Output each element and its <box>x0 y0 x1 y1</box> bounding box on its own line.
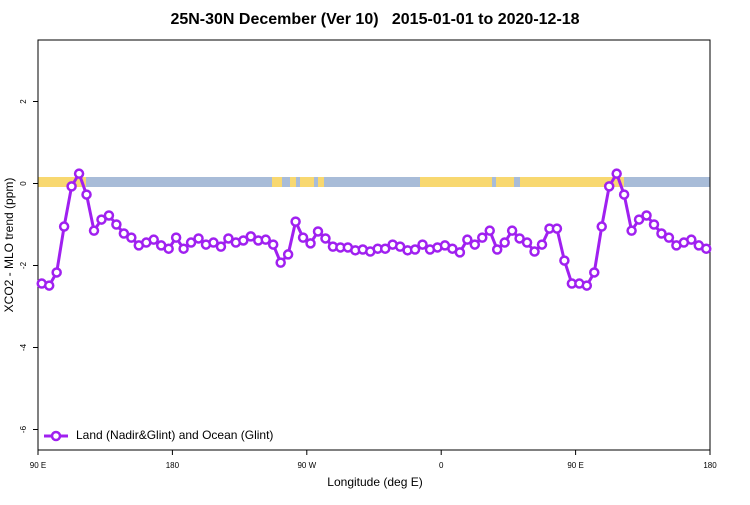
data-point <box>484 225 495 236</box>
data-point <box>282 249 294 260</box>
data-point <box>529 246 540 257</box>
data-point <box>701 243 712 254</box>
data-point <box>536 239 548 250</box>
legend-marker <box>50 430 62 442</box>
x-tick-label: 90 E <box>567 461 583 470</box>
data-point <box>417 239 428 250</box>
data-point <box>514 233 525 244</box>
x-axis-label: Longitude (deg E) <box>327 475 422 489</box>
land-strip <box>272 177 282 187</box>
data-point <box>238 235 249 246</box>
data-point <box>51 267 62 278</box>
data-point <box>603 181 615 192</box>
data-point <box>626 225 637 236</box>
y-tick-label: -2 <box>19 261 28 269</box>
data-point <box>245 231 257 242</box>
y-tick-label: 2 <box>19 99 28 104</box>
data-point <box>223 233 234 244</box>
land-ocean-strip <box>38 177 710 187</box>
land-strip <box>38 177 86 187</box>
data-point <box>58 221 70 232</box>
x-tick-label: 180 <box>703 461 717 470</box>
data-point <box>96 214 107 225</box>
data-point <box>43 280 55 291</box>
data-point <box>641 210 652 221</box>
data-point <box>185 237 197 248</box>
data-point <box>275 257 286 268</box>
land-strip <box>318 177 324 187</box>
data-point <box>81 189 92 200</box>
data-point <box>215 241 227 252</box>
legend-label: Land (Nadir&Glint) and Ocean (Glint) <box>76 428 273 442</box>
y-tick-label: 0 <box>19 181 28 186</box>
data-point <box>73 168 85 179</box>
data-point <box>559 255 570 266</box>
data-point <box>260 234 271 245</box>
data-point <box>611 168 622 179</box>
data-point <box>103 210 115 221</box>
land-strip <box>520 177 624 187</box>
data-point <box>170 232 182 243</box>
data-point <box>454 247 466 258</box>
data-point <box>581 280 593 291</box>
data-point <box>663 232 675 243</box>
data-point <box>499 237 510 248</box>
data-point <box>462 234 473 245</box>
x-tick-label: 180 <box>166 461 180 470</box>
data-point <box>596 221 607 232</box>
data-point <box>477 232 488 243</box>
data-point <box>163 243 174 254</box>
data-point <box>305 238 316 249</box>
data-point <box>193 233 204 244</box>
data-point <box>208 237 219 248</box>
data-point <box>491 244 503 255</box>
data-point <box>656 228 667 239</box>
data-point <box>686 234 697 245</box>
data-point <box>409 244 421 255</box>
data-point <box>118 228 130 239</box>
data-point <box>148 234 159 245</box>
y-axis-label: XCO2 - MLO trend (ppm) <box>2 178 16 313</box>
land-strip <box>300 177 314 187</box>
data-point <box>297 232 309 243</box>
data-point <box>506 225 518 236</box>
land-strip <box>496 177 514 187</box>
data-point <box>88 225 100 236</box>
data-point <box>469 239 481 250</box>
data-point <box>521 237 533 248</box>
data-point <box>126 232 137 243</box>
data-point <box>618 189 630 200</box>
x-tick-label: 0 <box>439 461 444 470</box>
y-tick-label: -4 <box>19 343 28 351</box>
data-point <box>312 226 324 237</box>
data-point <box>379 243 391 254</box>
data-point <box>551 223 563 234</box>
x-tick-label: 90 E <box>30 461 46 470</box>
data-point <box>66 181 77 192</box>
data-point <box>589 267 600 278</box>
data-point <box>648 219 660 230</box>
data-point <box>633 214 645 225</box>
ocean-strip <box>38 177 710 187</box>
y-tick-label: -6 <box>19 425 28 433</box>
x-tick-label: 90 W <box>297 461 316 470</box>
land-strip <box>420 177 492 187</box>
data-point <box>267 239 279 250</box>
data-point <box>290 216 301 227</box>
land-strip <box>290 177 296 187</box>
chart-title: 25N-30N December (Ver 10) 2015-01-01 to … <box>170 11 579 28</box>
data-point <box>178 243 189 254</box>
data-point <box>320 233 331 244</box>
data-point <box>111 219 122 230</box>
